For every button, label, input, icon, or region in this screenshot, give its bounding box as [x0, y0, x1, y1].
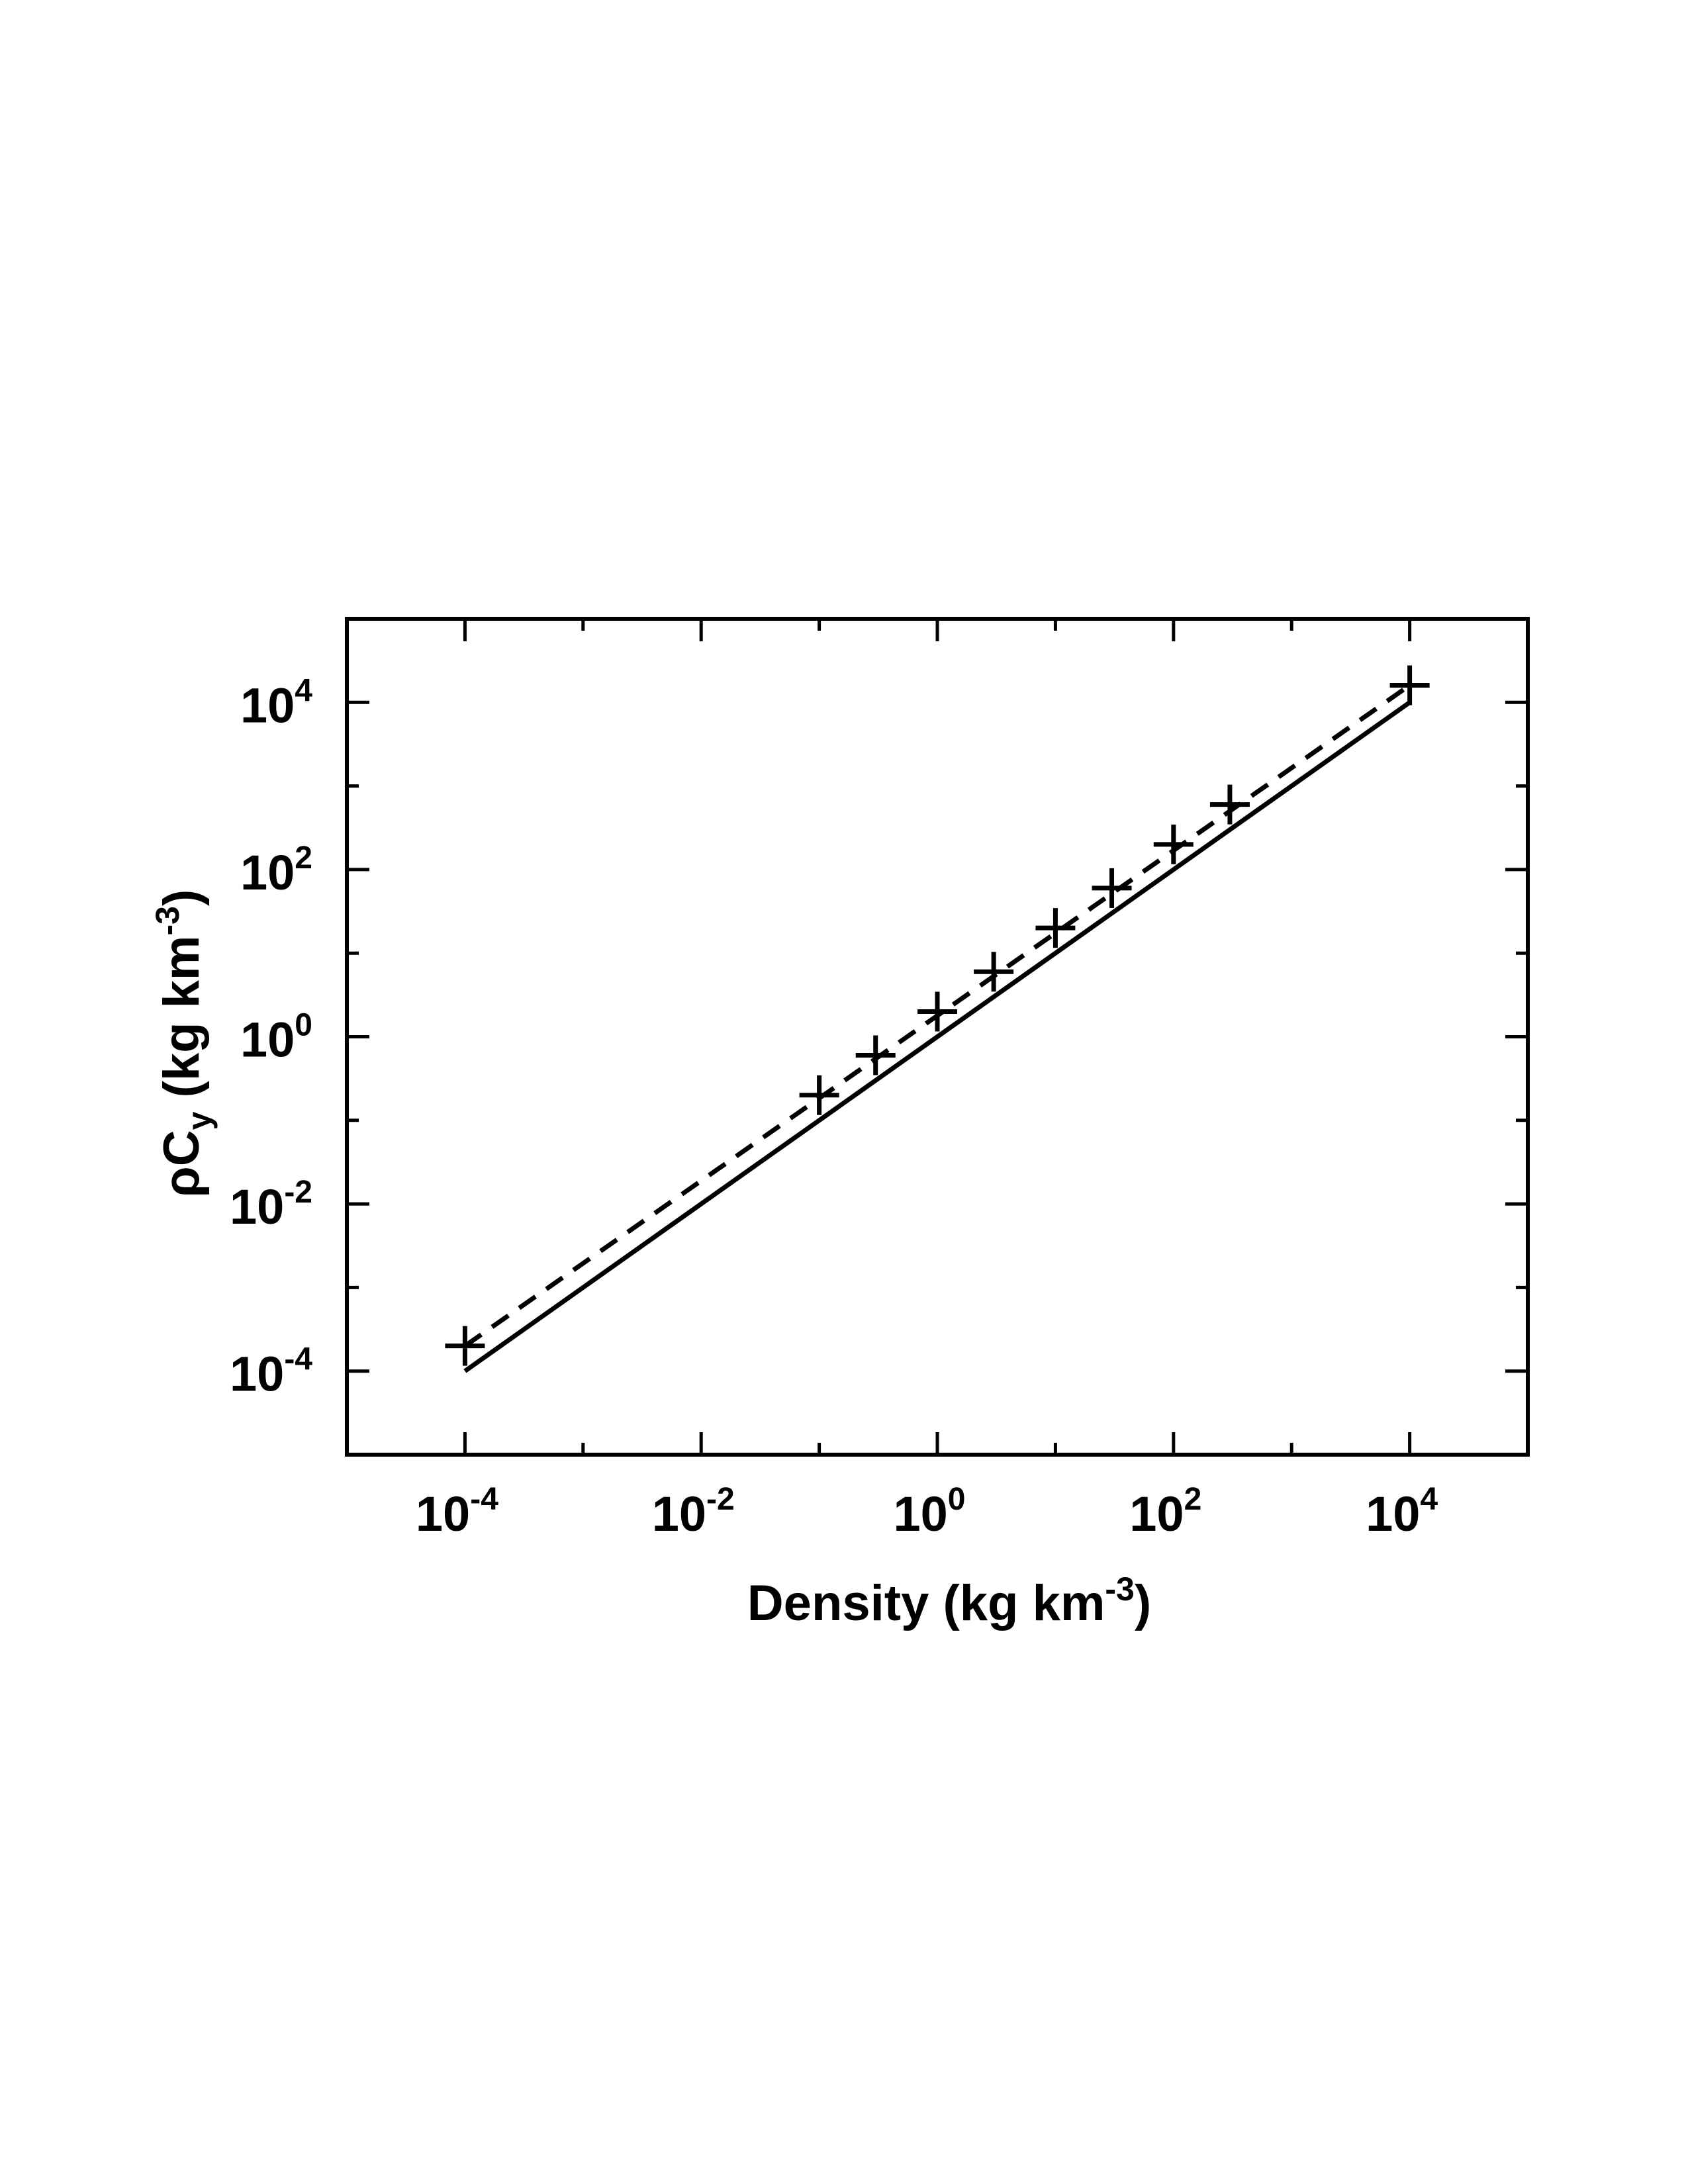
data-point-marker: [1389, 665, 1430, 705]
y-tick-label: 104: [240, 673, 312, 733]
x-tick-label: 104: [1366, 1482, 1438, 1541]
dashed-fit-line: [463, 683, 1411, 1348]
data-point-marker: [917, 991, 957, 1032]
x-tick-label: 10-2: [652, 1482, 735, 1541]
data-point-marker: [1153, 824, 1194, 864]
x-tick-label: 102: [1129, 1482, 1201, 1541]
x-tick-label: 10-4: [416, 1482, 498, 1541]
data-point-marker: [1209, 784, 1250, 825]
y-tick-label: 10-2: [230, 1175, 312, 1234]
data-point-marker: [974, 952, 1014, 992]
data-point-marker: [1035, 908, 1076, 948]
axis-ticks: [345, 617, 1530, 1457]
data-point-marker: [799, 1075, 839, 1115]
y-tick-label: 100: [240, 1008, 312, 1068]
data-point-marker: [1092, 868, 1132, 908]
y-axis-label: ρCy (kg km-3): [149, 889, 218, 1198]
solid-reference-line: [463, 700, 1411, 1373]
y-tick-label: 10-4: [230, 1342, 312, 1402]
x-axis-label: Density (kg km-3): [747, 1570, 1151, 1631]
data-point-marker: [855, 1035, 896, 1075]
x-tick-label: 100: [893, 1482, 965, 1541]
plot-area: [445, 665, 1430, 1373]
y-tick-label: 102: [240, 841, 312, 900]
tick-labels: 10-4 10-2 100 102 104 10-4 10-2 100 102 104: [230, 673, 1438, 1541]
